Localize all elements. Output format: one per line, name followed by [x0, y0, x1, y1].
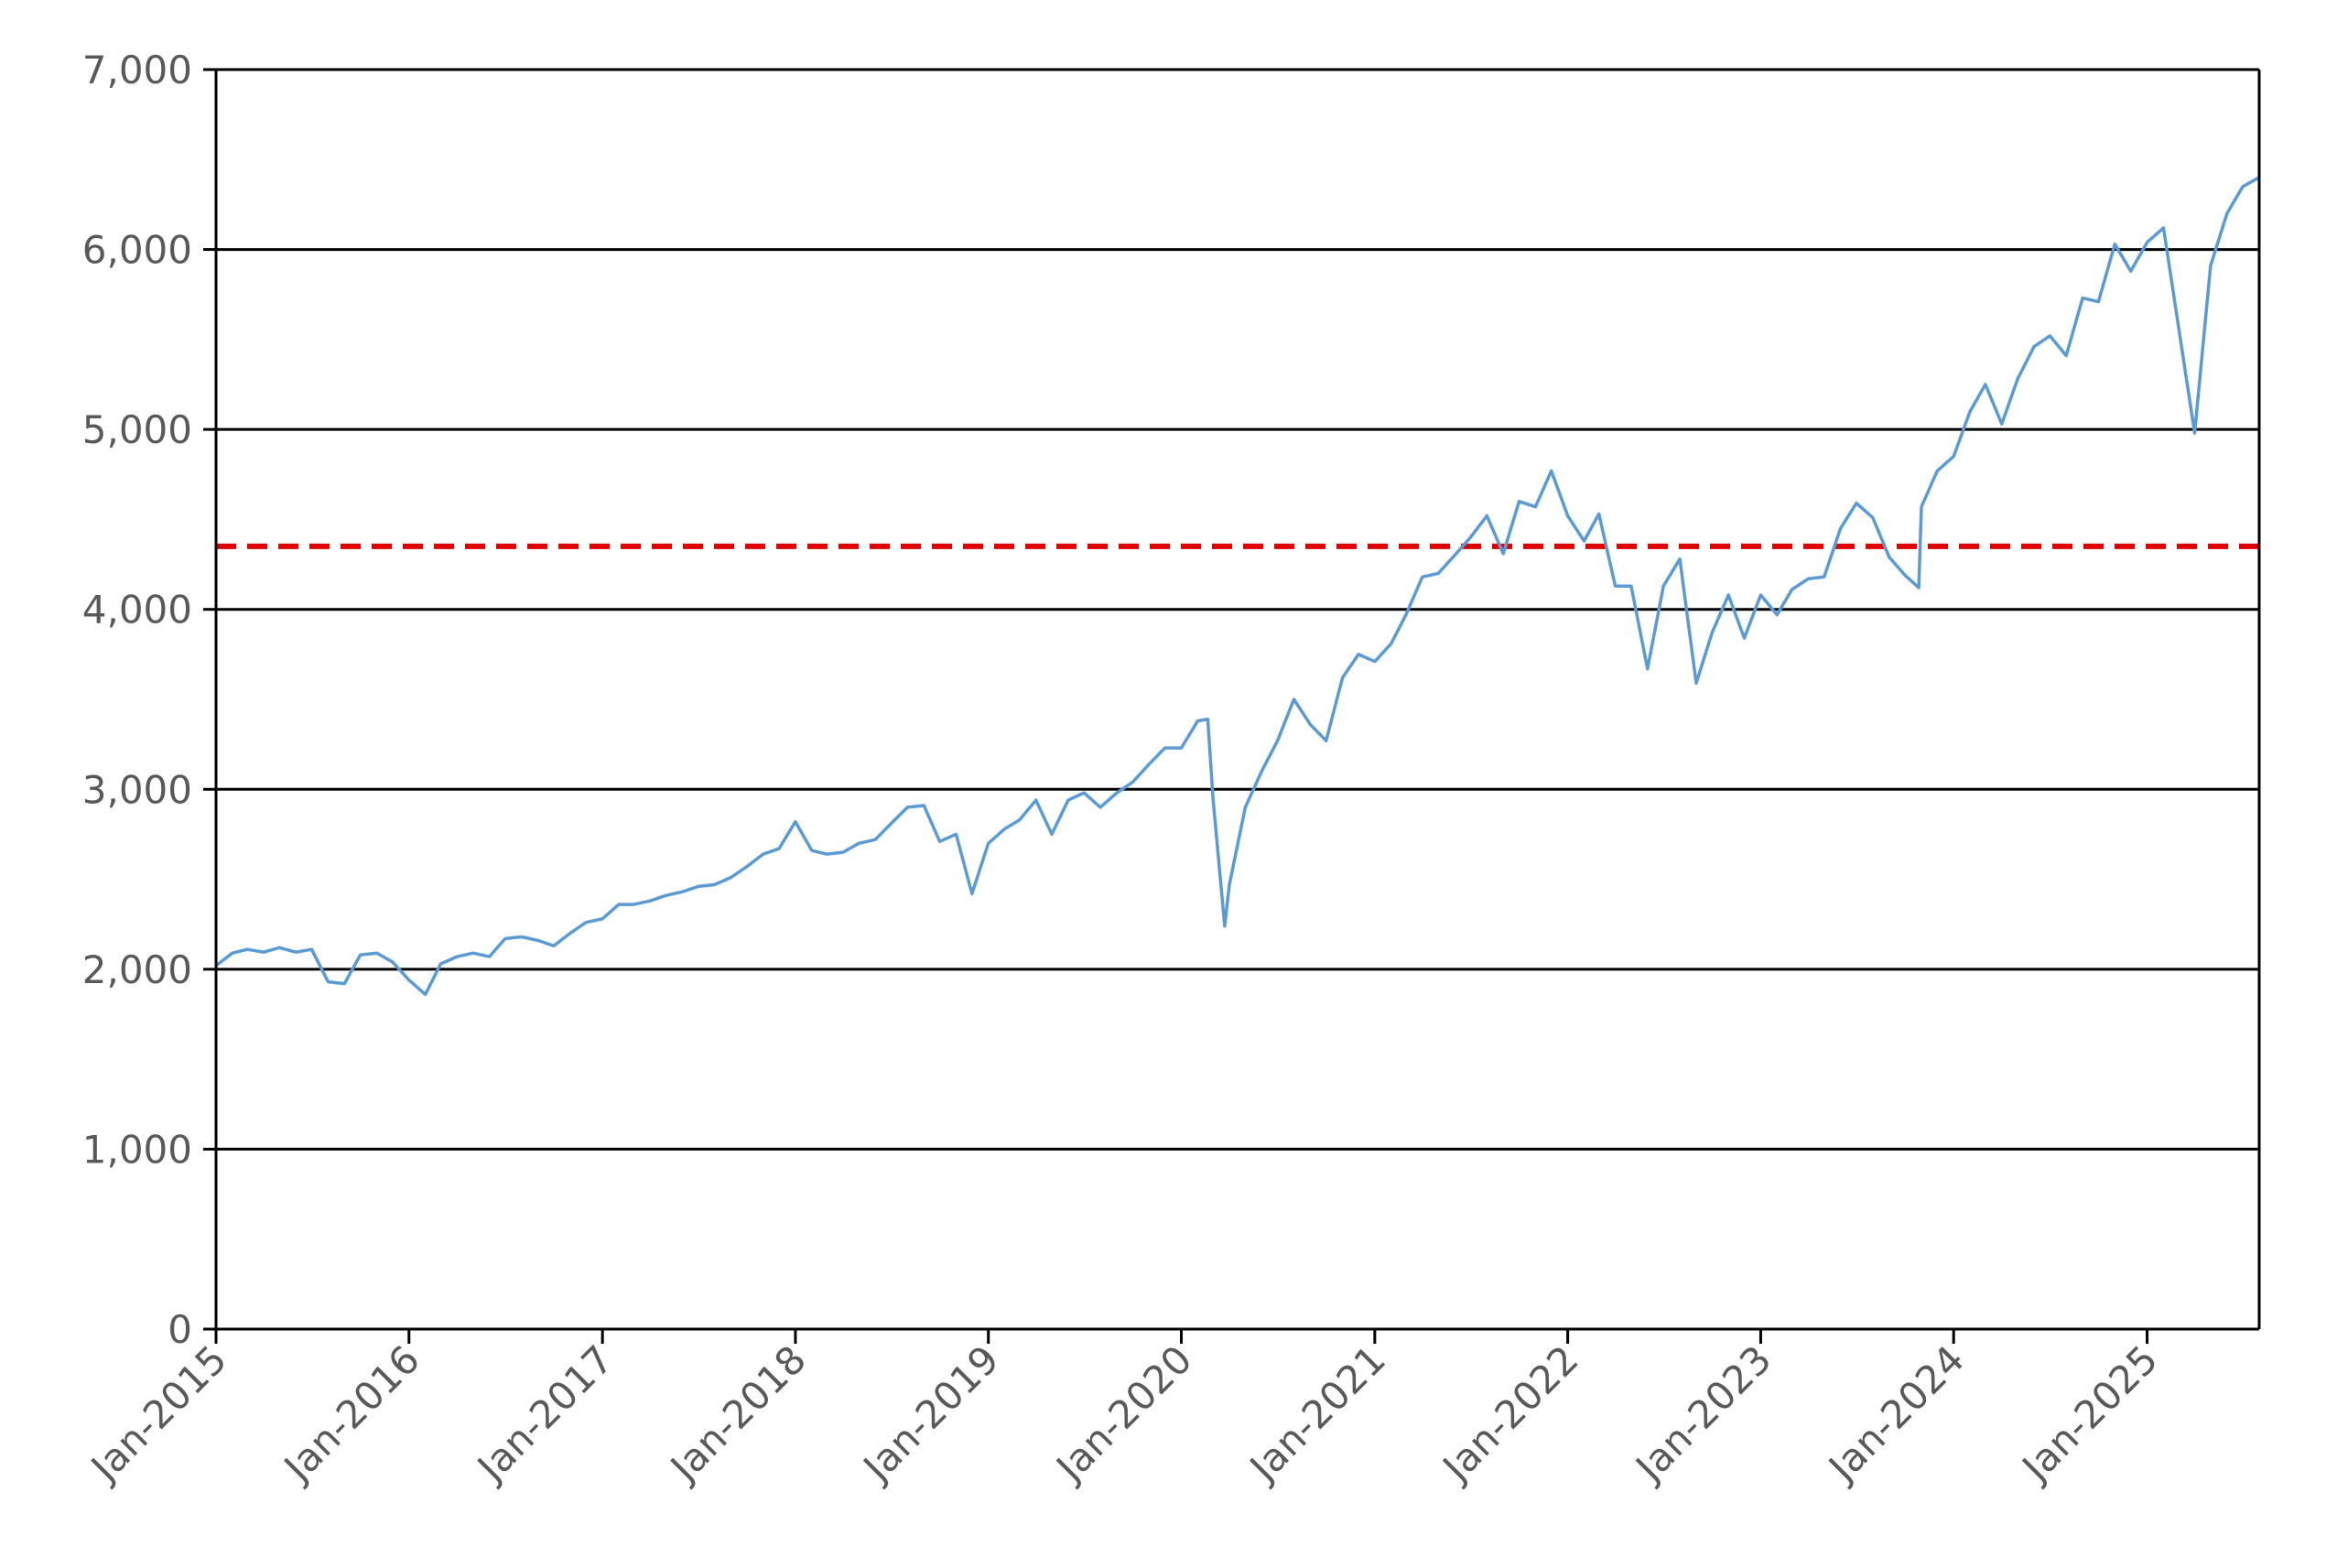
- y-axis-tick-labels: 0 1,000 2,000 3,000 4,000 5,000 6,000 7,000: [82, 48, 192, 1352]
- x-axis-tick-labels: Jan-2015 Jan-2016 Jan-2017 Jan-2018 Jan-2019…: [81, 1336, 2166, 1491]
- x-tick-label: Jan-2025: [2012, 1336, 2167, 1491]
- x-tick-label: Jan-2016: [274, 1336, 428, 1491]
- series-line: [214, 176, 2260, 997]
- x-tick-label: Jan-2015: [81, 1336, 235, 1491]
- y-tick-label: 3,000: [82, 767, 192, 812]
- x-tick-label: Jan-2017: [467, 1336, 622, 1491]
- x-tick-label: Jan-2024: [1818, 1336, 1973, 1491]
- axes: [214, 70, 2261, 1344]
- x-tick-label: Jan-2022: [1433, 1336, 1587, 1491]
- y-tick-label: 1,000: [82, 1127, 192, 1172]
- gridlines: [203, 68, 2259, 1331]
- y-tick-label: 4,000: [82, 588, 192, 633]
- x-tick-label: Jan-2018: [660, 1336, 815, 1491]
- x-tick-label: Jan-2021: [1239, 1336, 1394, 1491]
- x-tick-label: Jan-2019: [853, 1336, 1008, 1491]
- y-tick-label: 6,000: [82, 228, 192, 273]
- x-tick-label: Jan-2023: [1626, 1336, 1780, 1491]
- x-tick-label: Jan-2020: [1046, 1336, 1201, 1491]
- series-layer: [214, 176, 2260, 997]
- y-tick-label: 7,000: [82, 48, 192, 92]
- y-tick-label: 2,000: [82, 947, 192, 992]
- y-tick-label: 0: [168, 1307, 192, 1352]
- y-tick-label: 5,000: [82, 407, 192, 452]
